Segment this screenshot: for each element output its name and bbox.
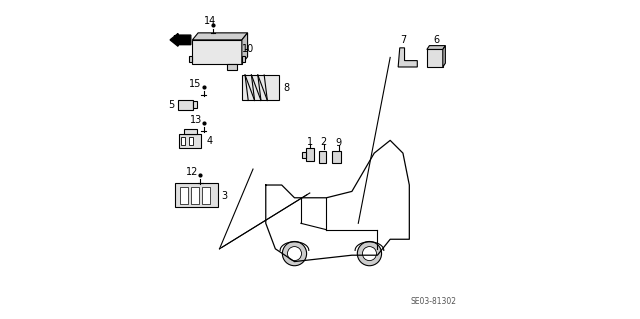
FancyBboxPatch shape <box>227 64 237 70</box>
Text: FR.: FR. <box>172 35 190 45</box>
Text: 12: 12 <box>186 167 198 177</box>
FancyBboxPatch shape <box>180 137 186 145</box>
Circle shape <box>362 247 376 261</box>
FancyBboxPatch shape <box>178 100 193 110</box>
Text: 3: 3 <box>221 190 228 201</box>
FancyBboxPatch shape <box>242 75 278 100</box>
Text: 8: 8 <box>284 83 289 93</box>
Circle shape <box>282 241 307 266</box>
FancyBboxPatch shape <box>180 187 188 204</box>
Text: 5: 5 <box>168 100 175 110</box>
Text: 1: 1 <box>307 137 313 147</box>
Polygon shape <box>193 33 248 40</box>
Text: 15: 15 <box>189 78 201 89</box>
Polygon shape <box>242 33 248 64</box>
Text: 4: 4 <box>207 136 213 146</box>
FancyBboxPatch shape <box>202 187 210 204</box>
Text: 10: 10 <box>242 44 254 55</box>
FancyBboxPatch shape <box>191 187 199 204</box>
Text: 14: 14 <box>204 16 216 26</box>
FancyBboxPatch shape <box>242 56 245 62</box>
Text: SE03-81302: SE03-81302 <box>410 297 456 306</box>
FancyBboxPatch shape <box>193 40 242 64</box>
FancyBboxPatch shape <box>189 56 193 62</box>
FancyBboxPatch shape <box>189 137 193 145</box>
FancyBboxPatch shape <box>319 151 326 163</box>
FancyBboxPatch shape <box>306 148 314 161</box>
Circle shape <box>287 247 301 261</box>
FancyBboxPatch shape <box>332 151 341 163</box>
Polygon shape <box>398 48 417 67</box>
Circle shape <box>357 241 381 266</box>
FancyBboxPatch shape <box>427 49 443 67</box>
Text: 6: 6 <box>433 35 440 45</box>
FancyBboxPatch shape <box>193 101 197 108</box>
Text: 13: 13 <box>189 115 202 125</box>
FancyBboxPatch shape <box>179 134 202 148</box>
Text: 7: 7 <box>401 35 406 45</box>
Text: 2: 2 <box>321 137 327 147</box>
FancyArrow shape <box>170 33 191 46</box>
Polygon shape <box>427 46 445 49</box>
FancyBboxPatch shape <box>184 129 196 134</box>
Polygon shape <box>443 46 445 67</box>
Text: 9: 9 <box>335 137 342 148</box>
FancyBboxPatch shape <box>303 152 306 158</box>
FancyBboxPatch shape <box>175 183 218 207</box>
